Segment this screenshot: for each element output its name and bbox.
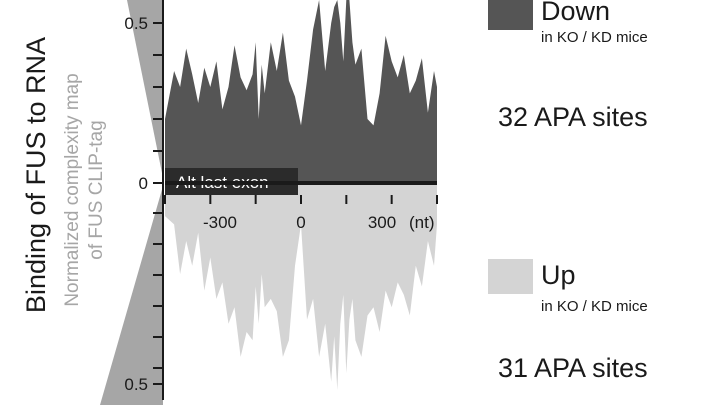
legend-swatch-up [488, 259, 533, 294]
y-tick-label-top: 0.5 [124, 14, 148, 33]
x-tick-label-0: 0 [296, 213, 305, 232]
series-area-up [165, 183, 437, 390]
legend-label-up: Up [541, 260, 576, 290]
legend-sublabel-down: in KO / KD mice [541, 29, 648, 46]
y-axis-subtitle-line2: of FUS CLIP-tag [86, 120, 107, 259]
apa-count-down: 32 APA sites [498, 102, 648, 132]
series-area-down [165, 0, 437, 183]
legend-sublabel-up: in KO / KD mice [541, 298, 648, 315]
y-axis-title: Binding of FUS to RNA [21, 37, 51, 313]
complexity-wedge-upper [127, 0, 163, 178]
x-tick-label-300: 300 [368, 213, 396, 232]
legend-swatch-down [488, 0, 533, 30]
x-ticks [164, 195, 438, 204]
y-tick-label-bottom: 0.5 [124, 375, 148, 394]
x-tick-label-neg300: -300 [203, 213, 237, 232]
y-axis-subtitle-line1: Normalized complexity map [62, 73, 83, 306]
y-ticks [153, 22, 163, 385]
complexity-wedge-lower [100, 186, 163, 405]
x-unit-label: (nt) [409, 213, 435, 232]
apa-count-up: 31 APA sites [498, 353, 648, 383]
legend-label-down: Down [541, 0, 611, 26]
y-tick-label-zero: 0 [139, 174, 148, 193]
